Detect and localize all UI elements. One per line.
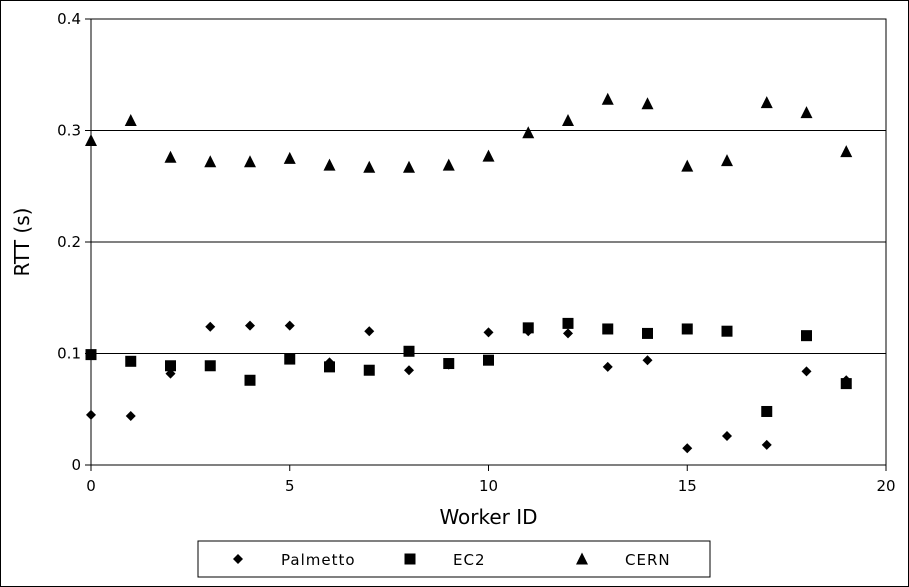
x-tick-label: 20 [876, 477, 895, 495]
palmetto-point [86, 409, 96, 420]
palmetto-point [761, 439, 772, 450]
legend-marker-cern [576, 552, 588, 565]
ec2-point [284, 353, 296, 365]
cern-point [323, 158, 336, 171]
ec2-point [761, 405, 773, 417]
palmetto-point [682, 443, 693, 454]
cern-point [244, 155, 256, 168]
cern-point [562, 113, 574, 126]
palmetto-point [125, 410, 136, 421]
legend-label-ec2: EC2 [453, 551, 486, 569]
ec2-point [244, 374, 256, 386]
cern-point [403, 160, 415, 173]
cern-point [124, 113, 137, 126]
ec2-point [801, 330, 812, 342]
cern-point [442, 158, 455, 171]
ec2-point [443, 358, 455, 370]
palmetto-point [563, 328, 573, 339]
y-tick-label: 0.2 [57, 233, 81, 251]
gridlines [91, 18, 886, 354]
ec2-point [602, 323, 614, 335]
y-axis-title: RTT (s) [10, 208, 34, 277]
ec2-point [562, 317, 574, 329]
cern-point [681, 159, 694, 172]
cern-point [721, 154, 733, 167]
cern-point [164, 150, 177, 163]
y-tick-label: 0.3 [57, 122, 81, 140]
ec2-point [522, 322, 534, 334]
ec2-point [483, 354, 494, 366]
x-tick-label: 5 [285, 477, 295, 495]
legend: Palmetto EC2 CERN [197, 540, 711, 578]
x-tick-label: 10 [479, 477, 498, 495]
data-points [85, 92, 853, 454]
ec2-point [363, 364, 375, 376]
palmetto-point [205, 321, 216, 332]
ec2-point [165, 360, 176, 372]
y-tick-label: 0.1 [57, 345, 81, 363]
palmetto-point [642, 355, 653, 366]
palmetto-point [284, 320, 295, 331]
legend-items: Palmetto EC2 CERN [233, 551, 671, 569]
ec2-point [840, 378, 852, 390]
cern-point [283, 151, 296, 164]
ec2-point [403, 345, 415, 357]
ec2-point [125, 355, 137, 367]
ec2-point [324, 361, 335, 373]
ec2-point [681, 323, 693, 335]
palmetto-point [404, 365, 414, 376]
legend-marker-palmetto [233, 554, 243, 564]
x-tick-label: 0 [86, 477, 96, 495]
cern-point [85, 134, 97, 147]
legend-label-cern: CERN [625, 551, 671, 569]
palmetto-point [722, 431, 732, 442]
palmetto-point [483, 327, 494, 338]
y-tick-label: 0 [71, 456, 81, 474]
cern-point [482, 149, 495, 162]
legend-label-palmetto: Palmetto [281, 551, 356, 569]
x-axis-title: Worker ID [439, 505, 537, 529]
ec2-point [85, 349, 97, 361]
ec2-point [721, 325, 733, 337]
cern-point [601, 92, 614, 105]
cern-point [363, 160, 376, 173]
cern-point [522, 126, 535, 139]
palmetto-point [602, 361, 613, 372]
legend-marker-ec2 [404, 553, 416, 565]
ec2-point [642, 327, 653, 339]
axis-ticks: 0 0.1 0.2 0.3 0.4 0 5 10 15 20 [57, 10, 895, 495]
palmetto-point [801, 366, 812, 377]
legend-box [197, 540, 711, 578]
palmetto-point [364, 326, 375, 337]
cern-point [800, 106, 813, 119]
cern-point [760, 96, 773, 109]
palmetto-point [245, 320, 255, 331]
cern-point [204, 155, 217, 168]
cern-point [641, 97, 654, 110]
cern-point [840, 145, 853, 158]
y-tick-label: 0.4 [57, 10, 81, 28]
ec2-point [204, 360, 216, 372]
x-tick-label: 15 [678, 477, 697, 495]
